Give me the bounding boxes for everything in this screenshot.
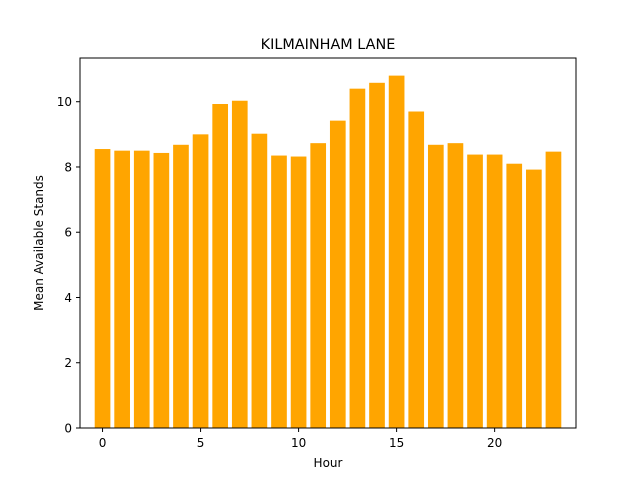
bar-hour-23 — [545, 151, 562, 428]
bar-hour-13 — [349, 88, 366, 428]
bars-group — [94, 75, 562, 429]
y-tick-label: 0 — [64, 422, 72, 436]
x-tick-label: 0 — [99, 436, 107, 450]
chart-title: KILMAINHAM LANE — [261, 37, 396, 53]
x-tick-label: 10 — [291, 436, 306, 450]
y-tick-label: 6 — [64, 226, 72, 240]
bar-hour-7 — [231, 100, 248, 429]
bar-hour-1 — [114, 150, 130, 428]
y-tick-label: 4 — [64, 291, 72, 305]
y-axis-label: Mean Available Stands — [32, 175, 46, 311]
bar-hour-8 — [251, 133, 268, 428]
bar-hour-19 — [467, 154, 483, 428]
y-tick-label: 2 — [64, 356, 72, 370]
bar-hour-2 — [133, 150, 150, 428]
y-axis-ticks: 0 2 4 6 8 10 — [57, 95, 80, 436]
bar-hour-0 — [94, 149, 111, 429]
x-axis-label: Hour — [314, 456, 343, 470]
x-tick-label: 20 — [487, 436, 502, 450]
bar-hour-6 — [212, 104, 229, 428]
bar-hour-15 — [388, 75, 405, 428]
bar-hour-9 — [271, 155, 287, 428]
bar-hour-14 — [369, 82, 385, 428]
bar-hour-17 — [427, 144, 444, 428]
y-tick-label: 8 — [64, 160, 72, 174]
bar-hour-4 — [173, 144, 189, 428]
bar-hour-10 — [290, 156, 307, 429]
x-tick-label: 15 — [389, 436, 404, 450]
y-tick-label: 10 — [57, 95, 72, 109]
bar-hour-12 — [329, 120, 346, 428]
plot-frame — [79, 57, 577, 429]
bar-hour-3 — [153, 152, 170, 428]
bar-hour-5 — [192, 134, 209, 428]
bar-hour-21 — [506, 163, 523, 428]
bar-hour-20 — [486, 154, 503, 428]
bar-hour-22 — [526, 169, 542, 429]
bar-hour-11 — [310, 143, 327, 428]
x-tick-label: 5 — [197, 436, 205, 450]
x-axis-ticks: 0 5 10 15 20 — [99, 428, 502, 450]
bar-hour-18 — [447, 143, 464, 428]
bar-hour-16 — [408, 111, 425, 428]
